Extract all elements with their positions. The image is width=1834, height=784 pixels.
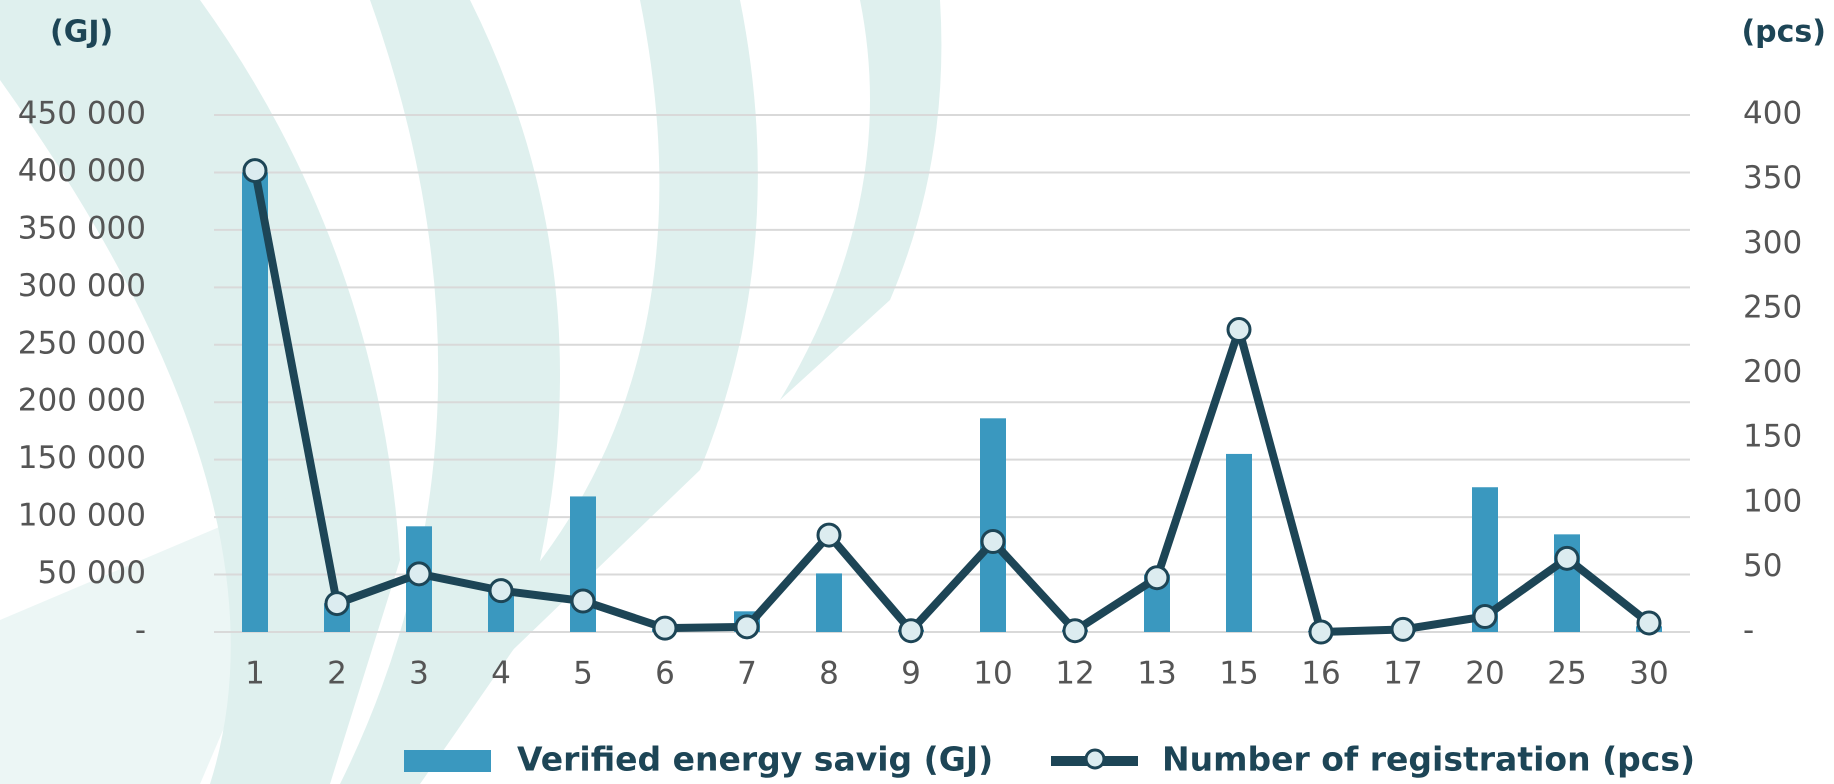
x-tick-label: 12 (1055, 656, 1094, 692)
y-axis-title: (GJ) (50, 15, 113, 50)
line-marker (1554, 545, 1580, 571)
legend-label: Number of registration (pcs) (1162, 740, 1695, 779)
y2-tick-label: - (1743, 613, 1754, 649)
x-tick-label: 2 (327, 656, 347, 692)
line-marker (1226, 317, 1252, 343)
x-tick-label: 1 (245, 656, 265, 692)
line-marker (406, 561, 432, 587)
legend-swatch (1084, 748, 1106, 770)
x-tick-label: 4 (491, 656, 511, 692)
line-marker (1472, 603, 1498, 629)
y2-axis-title: (pcs) (1741, 15, 1826, 50)
x-tick-label: 16 (1301, 656, 1340, 692)
line-marker (1308, 619, 1334, 645)
y-tick-label: 50 000 (38, 555, 146, 591)
line-marker (734, 614, 760, 640)
x-tick-label: 13 (1137, 656, 1176, 692)
line-marker (570, 588, 596, 614)
y-tick-label: 150 000 (18, 440, 146, 476)
line-marker (898, 618, 924, 644)
y2-tick-label: 400 (1743, 96, 1802, 132)
line-marker (242, 158, 268, 184)
x-tick-label: 30 (1629, 656, 1668, 692)
y2-tick-label: 100 (1743, 483, 1802, 519)
y2-tick-label: 350 (1743, 160, 1802, 196)
bar (1226, 453, 1252, 632)
bar (242, 172, 268, 632)
line-marker (324, 591, 350, 617)
line-marker (1636, 610, 1662, 636)
legend-label: Verified energy savig (GJ) (517, 740, 993, 779)
y-tick-label: 350 000 (18, 210, 146, 246)
y2-tick-label: 250 (1743, 289, 1802, 325)
bar (980, 418, 1006, 632)
x-tick-label: 10 (973, 656, 1012, 692)
x-tick-label: 20 (1465, 656, 1504, 692)
x-tick-label: 17 (1383, 656, 1422, 692)
y-tick-label: - (135, 613, 146, 649)
x-tick-label: 3 (409, 656, 429, 692)
line-marker (816, 522, 842, 548)
y-tick-label: 300 000 (18, 268, 146, 304)
y-tick-label: 250 000 (18, 325, 146, 361)
y2-tick-label: 50 (1743, 548, 1782, 584)
x-tick-label: 15 (1219, 656, 1258, 692)
line-marker (1144, 565, 1170, 591)
y2-tick-label: 150 (1743, 419, 1802, 455)
line-marker (488, 578, 514, 604)
line-marker (1062, 618, 1088, 644)
y-tick-label: 200 000 (18, 383, 146, 419)
line-marker (980, 529, 1006, 555)
x-tick-label: 8 (819, 656, 839, 692)
line (251, 169, 1652, 636)
legend-swatch (404, 750, 491, 772)
x-tick-label: 5 (573, 656, 593, 692)
line-marker (652, 615, 678, 641)
y-tick-label: 100 000 (18, 498, 146, 534)
x-tick-label: 6 (655, 656, 675, 692)
y-tick-label: 400 000 (18, 153, 146, 189)
bar (816, 573, 842, 632)
x-tick-label: 9 (901, 656, 921, 692)
y2-tick-label: 200 (1743, 354, 1802, 390)
y-tick-label: 450 000 (18, 96, 146, 132)
x-tick-label: 25 (1547, 656, 1586, 692)
y2-tick-label: 300 (1743, 225, 1802, 261)
line-marker (1390, 616, 1416, 642)
x-tick-label: 7 (737, 656, 757, 692)
